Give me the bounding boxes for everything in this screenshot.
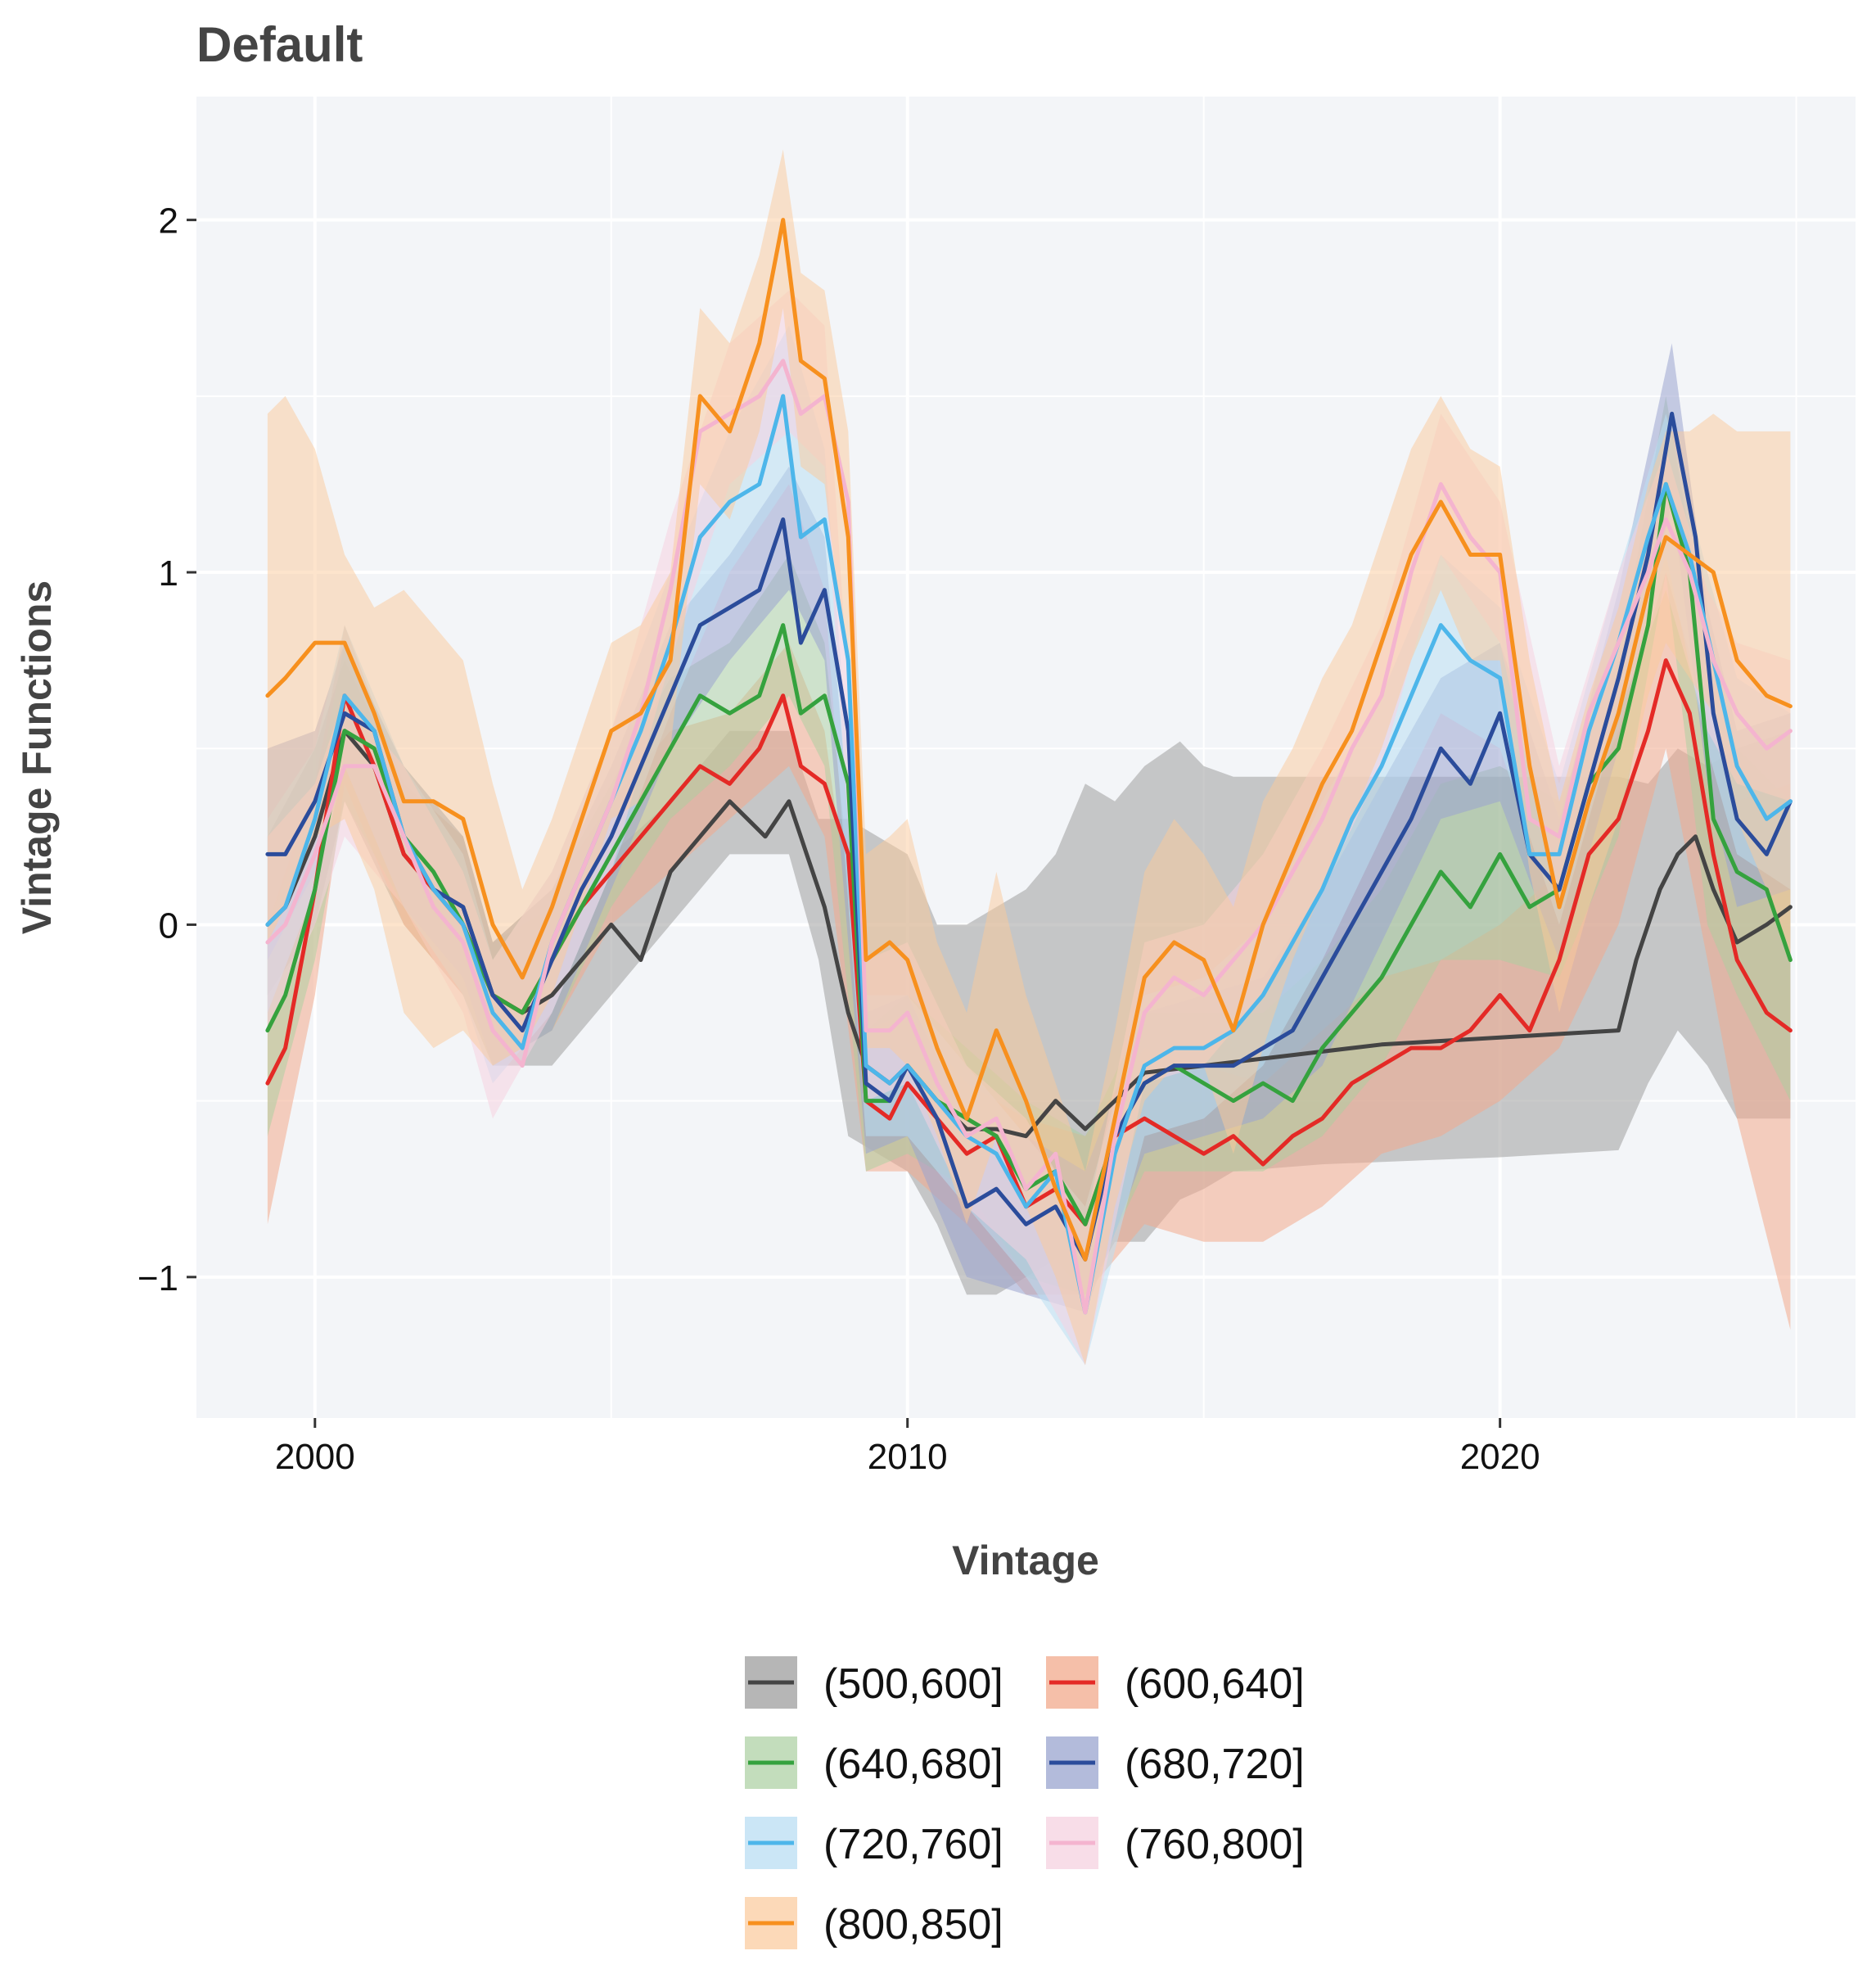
y-axis-title: Vintage Functions <box>14 580 60 934</box>
x-axis-title: Vintage <box>952 1538 1099 1583</box>
chart-title: Default <box>196 17 363 72</box>
legend-label: (800,850] <box>823 1901 1003 1949</box>
legend-item-600-640: (600,640] <box>1046 1656 1305 1709</box>
legend-label: (640,680] <box>823 1741 1003 1788</box>
band-800-850 <box>267 149 1791 1366</box>
legend-label: (600,640] <box>1125 1660 1305 1708</box>
y-tick-label: 2 <box>159 201 178 242</box>
legend-label: (680,720] <box>1125 1741 1305 1788</box>
legend-item-500-600: (500,600] <box>745 1656 1003 1709</box>
legend-item-760-800: (760,800] <box>1046 1817 1305 1869</box>
line-760-800 <box>265 359 1793 1315</box>
y-tick-label: 1 <box>159 553 178 594</box>
y-tick-label: −1 <box>138 1258 178 1298</box>
y-tick-label: 0 <box>159 905 178 946</box>
x-tick-label: 2000 <box>275 1437 355 1477</box>
legend-item-680-720: (680,720] <box>1046 1736 1305 1789</box>
series-lines <box>265 218 1793 1315</box>
legend-item-800-850: (800,850] <box>745 1897 1003 1949</box>
x-tick-label: 2010 <box>868 1437 948 1477</box>
legend-item-720-760: (720,760] <box>745 1817 1003 1869</box>
legend: (500,600] (600,640] (640,680] (680,720] (720… <box>745 1656 1305 1949</box>
line-800-850 <box>265 218 1793 1262</box>
line-720-760 <box>265 394 1793 1315</box>
axes: 2000 2010 2020 −1 0 1 2 <box>138 201 1540 1477</box>
legend-label: (760,800] <box>1125 1821 1305 1868</box>
x-tick-label: 2020 <box>1460 1437 1540 1477</box>
legend-label: (720,760] <box>823 1821 1003 1868</box>
legend-label: (500,600] <box>823 1660 1003 1708</box>
legend-item-640-680: (640,680] <box>745 1736 1003 1789</box>
